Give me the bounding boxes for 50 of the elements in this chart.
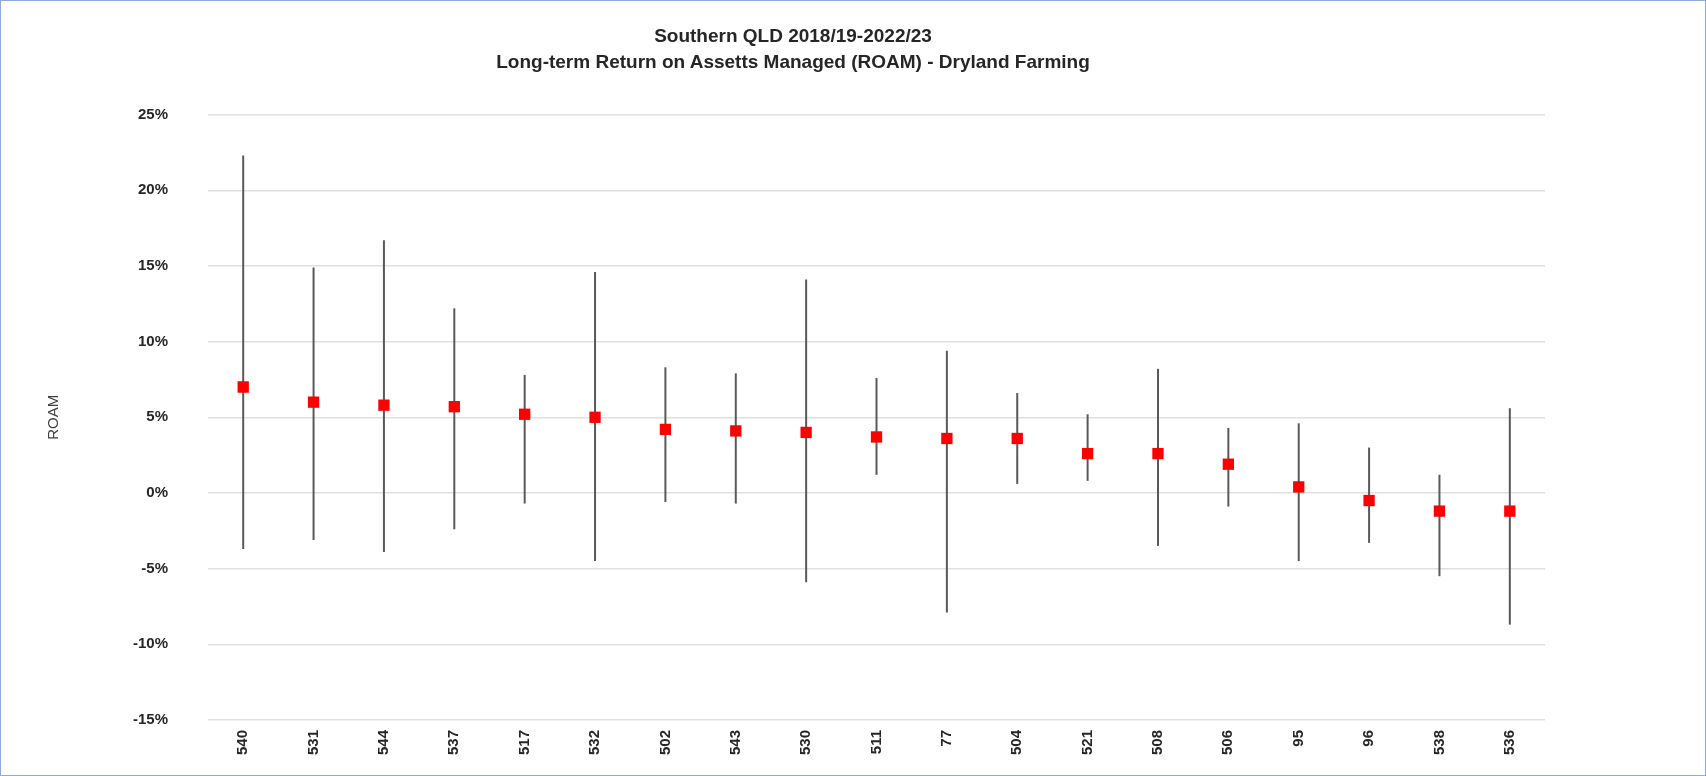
y-tick-label: -15% — [132, 710, 169, 728]
point — [800, 426, 812, 439]
x-tick-label: 506 — [1218, 729, 1236, 755]
point — [1081, 447, 1094, 460]
point — [1433, 505, 1446, 517]
x-tick-label: 532 — [585, 729, 603, 755]
x-tick-label: 543 — [725, 729, 743, 755]
y-tick-label: -10% — [132, 634, 169, 652]
chart-title: Southern QLD 2018/19-2022/23 — [654, 24, 932, 46]
x-tick-label: 502 — [655, 729, 673, 755]
point — [1504, 505, 1516, 517]
x-tick-label: 77 — [937, 729, 955, 747]
x-tick-label: 508 — [1148, 729, 1166, 755]
x-tick-label: 521 — [1077, 729, 1095, 755]
point — [237, 381, 249, 393]
y-tick-label: 25% — [137, 104, 169, 122]
y-tick-label: 15% — [137, 256, 169, 274]
point — [519, 408, 531, 420]
x-tick-label: 517 — [514, 729, 532, 755]
point — [659, 423, 672, 436]
point — [870, 431, 883, 443]
x-tick-label: 536 — [1499, 729, 1517, 755]
x-tick-label: 95 — [1288, 729, 1306, 747]
chart-subtitle: Long-term Return on Assetts Managed (ROAM) - Dryland Farming — [496, 51, 1090, 73]
x-tick-label: 537 — [444, 729, 462, 755]
point — [730, 425, 742, 437]
y-tick-label: 10% — [137, 331, 169, 349]
point — [1011, 432, 1023, 445]
x-tick-label: 504 — [1007, 729, 1025, 755]
y-tick-label: 20% — [137, 180, 169, 198]
point — [378, 399, 390, 411]
x-tick-label: 511 — [866, 729, 884, 755]
point — [1363, 494, 1375, 507]
y-tick-label: 5% — [146, 407, 169, 425]
y-tick-label: -5% — [141, 558, 169, 576]
y-axis-title: ROAM — [44, 394, 62, 440]
point — [1222, 458, 1234, 470]
x-tick-label: 530 — [796, 729, 814, 755]
x-tick-label: 544 — [374, 729, 392, 755]
x-tick-label: 538 — [1429, 729, 1447, 755]
point — [1152, 447, 1164, 460]
point — [448, 401, 460, 413]
x-tick-label: 531 — [303, 729, 321, 755]
point — [589, 411, 601, 423]
x-tick-label: 96 — [1359, 729, 1377, 747]
point — [307, 396, 320, 408]
x-tick-label: 540 — [233, 729, 251, 755]
point — [941, 432, 953, 445]
point — [1293, 481, 1305, 493]
y-tick-label: 0% — [146, 483, 169, 501]
